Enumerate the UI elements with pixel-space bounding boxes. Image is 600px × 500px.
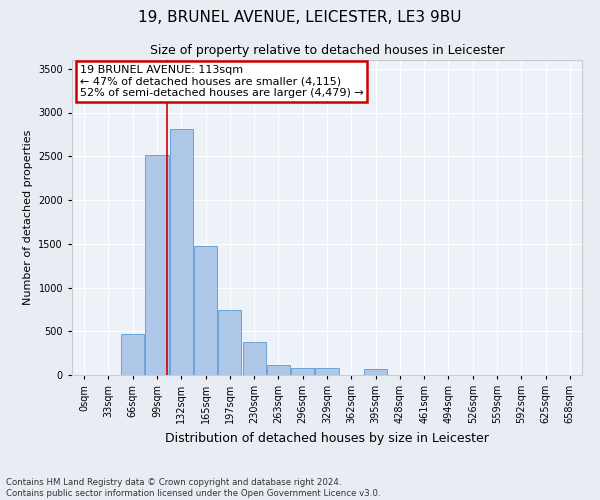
Bar — [170, 129, 193, 375]
Text: 19 BRUNEL AVENUE: 113sqm
← 47% of detached houses are smaller (4,115)
52% of sem: 19 BRUNEL AVENUE: 113sqm ← 47% of detach… — [80, 64, 364, 98]
Bar — [242, 342, 266, 375]
Bar — [145, 156, 169, 375]
Bar — [291, 368, 314, 375]
Text: 19, BRUNEL AVENUE, LEICESTER, LE3 9BU: 19, BRUNEL AVENUE, LEICESTER, LE3 9BU — [138, 10, 462, 25]
Bar — [218, 310, 241, 375]
X-axis label: Distribution of detached houses by size in Leicester: Distribution of detached houses by size … — [165, 432, 489, 444]
Bar — [194, 246, 217, 375]
Bar — [316, 368, 338, 375]
Bar — [267, 364, 290, 375]
Text: Contains HM Land Registry data © Crown copyright and database right 2024.
Contai: Contains HM Land Registry data © Crown c… — [6, 478, 380, 498]
Title: Size of property relative to detached houses in Leicester: Size of property relative to detached ho… — [149, 44, 505, 58]
Bar — [364, 369, 387, 375]
Y-axis label: Number of detached properties: Number of detached properties — [23, 130, 32, 305]
Bar — [121, 334, 144, 375]
